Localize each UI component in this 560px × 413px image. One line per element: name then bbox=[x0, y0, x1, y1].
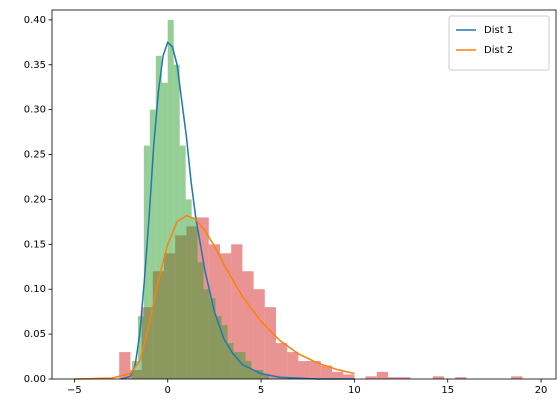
x-tick-label: 20 bbox=[535, 385, 548, 396]
histogram-bar bbox=[343, 374, 355, 379]
histogram-bar bbox=[209, 298, 216, 379]
histogram-bar bbox=[167, 19, 174, 379]
histogram-bar bbox=[143, 145, 150, 379]
histogram-bar bbox=[257, 370, 264, 379]
histogram-bar bbox=[276, 343, 288, 379]
histogram-bar bbox=[215, 316, 222, 379]
x-tick-label: −5 bbox=[67, 385, 82, 396]
x-tick-label: 10 bbox=[348, 385, 361, 396]
histogram-bar bbox=[179, 145, 186, 379]
histogram-bar bbox=[320, 365, 332, 379]
plot-area bbox=[74, 19, 523, 380]
histogram-bar bbox=[287, 352, 299, 379]
legend-label: Dist 2 bbox=[484, 45, 513, 56]
y-tick-label: 0.25 bbox=[24, 150, 46, 161]
histogram-bar bbox=[251, 370, 258, 379]
histogram-bar bbox=[221, 325, 228, 379]
x-tick-label: 0 bbox=[165, 385, 171, 396]
histogram-bar bbox=[245, 361, 252, 379]
histogram-bar bbox=[298, 361, 310, 379]
y-tick-label: 0.30 bbox=[24, 105, 46, 116]
histogram-bar bbox=[203, 289, 210, 379]
line bbox=[74, 214, 355, 380]
histogram-bar bbox=[231, 244, 243, 379]
x-tick-label: 5 bbox=[258, 385, 264, 396]
histogram-bar bbox=[376, 371, 388, 379]
histogram-bar bbox=[264, 307, 276, 379]
line bbox=[120, 40, 355, 380]
histogram-bar bbox=[309, 361, 321, 379]
histogram-bar bbox=[233, 352, 240, 379]
legend-label: Dist 1 bbox=[484, 25, 513, 36]
histogram-bar bbox=[263, 374, 270, 379]
histogram-bar bbox=[155, 55, 162, 379]
histogram-bar bbox=[365, 376, 377, 379]
y-tick-label: 0.05 bbox=[24, 329, 46, 340]
histogram-bar bbox=[455, 377, 467, 379]
axes-frame bbox=[51, 9, 557, 380]
y-tick-label: 0.15 bbox=[24, 239, 46, 250]
histogram-bar bbox=[239, 352, 246, 379]
histogram-bar bbox=[149, 109, 156, 380]
histogram-bar bbox=[432, 376, 444, 379]
histogram-bar bbox=[511, 376, 523, 379]
legend: Dist 1 Dist 2 bbox=[448, 15, 550, 71]
y-tick-label: 0.10 bbox=[24, 284, 46, 295]
histogram-bar bbox=[220, 253, 232, 379]
y-tick-label: 0.35 bbox=[24, 60, 46, 71]
histogram-bar bbox=[161, 82, 168, 379]
x-tick-label: 15 bbox=[441, 385, 454, 396]
histogram-bar bbox=[227, 343, 234, 379]
histogram-bar bbox=[242, 271, 254, 379]
histogram-bar bbox=[185, 199, 192, 379]
histogram-bar bbox=[119, 352, 131, 379]
histogram-bar bbox=[137, 316, 144, 379]
histogram-bar bbox=[131, 361, 138, 379]
y-tick-label: 0.00 bbox=[24, 374, 46, 385]
histogram-bar bbox=[191, 217, 198, 379]
histogram-bar bbox=[399, 377, 411, 379]
y-tick-label: 0.40 bbox=[24, 15, 46, 26]
y-tick-label: 0.20 bbox=[24, 194, 46, 205]
histogram-bar bbox=[388, 377, 400, 379]
histogram-bar bbox=[197, 262, 204, 379]
histogram-bar bbox=[253, 289, 265, 379]
histogram-bar bbox=[332, 371, 344, 379]
